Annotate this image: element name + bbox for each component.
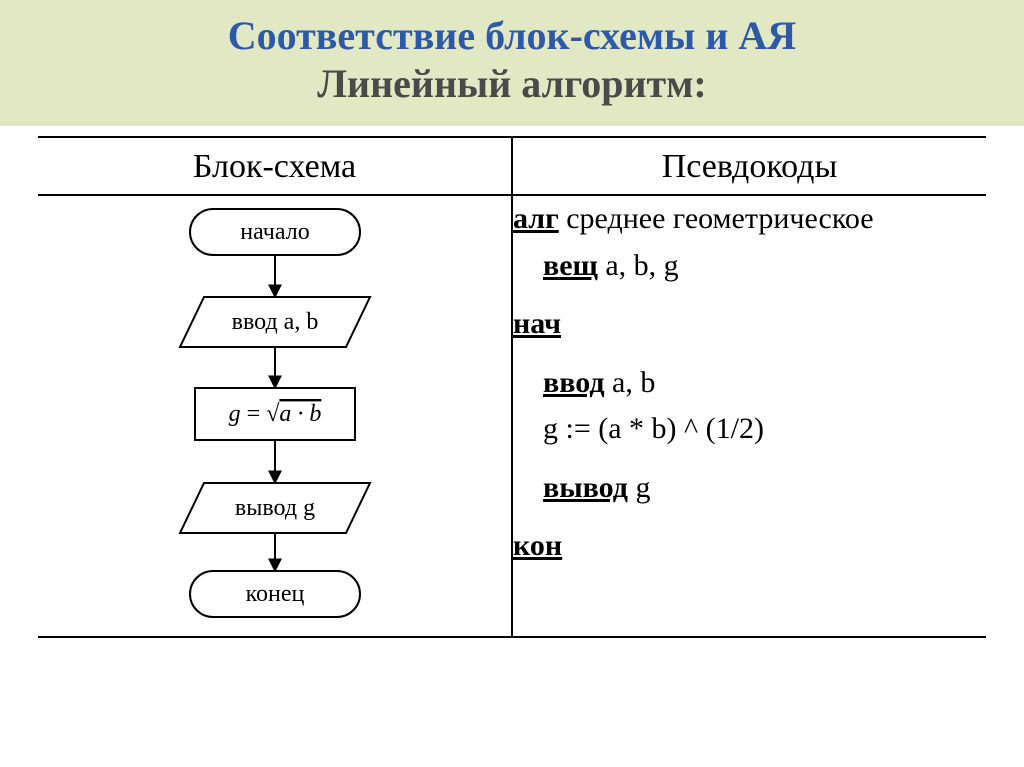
pseudocode-line: кон xyxy=(513,523,986,570)
svg-text:g = √a · b: g = √a · b xyxy=(228,401,321,427)
title-line1: Соответствие блок-схемы и АЯ xyxy=(20,12,1004,60)
pseudocode-cell: алг среднее геометрическоевещ a, b, gнач… xyxy=(512,195,986,637)
keyword: вещ xyxy=(543,249,598,282)
keyword: ввод xyxy=(543,366,605,399)
code-text: a, b, g xyxy=(598,249,679,282)
keyword: кон xyxy=(513,529,562,562)
code-text: a, b xyxy=(605,366,656,399)
pseudocode-line: алг среднее геометрическое xyxy=(513,196,986,243)
svg-text:вывод g: вывод g xyxy=(234,495,314,521)
pseudocode-line: нач xyxy=(513,301,986,348)
code-text: g xyxy=(628,471,651,504)
comparison-table: Блок-схема Псевдокоды начало ввод a, b g =… xyxy=(38,136,986,638)
code-text: среднее геометрическое xyxy=(559,202,874,235)
keyword: вывод xyxy=(543,471,628,504)
pseudocode-line: g := (a * b) ^ (1/2) xyxy=(513,406,986,453)
flowchart-diagram: начало ввод a, b g = √a · b вывод g конец xyxy=(135,196,415,636)
svg-text:конец: конец xyxy=(245,581,304,607)
flowchart-cell: начало ввод a, b g = √a · b вывод g конец xyxy=(38,195,512,637)
pseudocode-line: вещ a, b, g xyxy=(513,243,986,290)
pseudocode-line: вывод g xyxy=(513,465,986,512)
content-area: Блок-схема Псевдокоды начало ввод a, b g =… xyxy=(0,126,1024,638)
title-line2: Линейный алгоритм: xyxy=(20,60,1004,108)
table-header-pseudocode: Псевдокоды xyxy=(512,137,986,195)
pseudocode-line: ввод a, b xyxy=(513,360,986,407)
keyword: нач xyxy=(513,307,561,340)
svg-text:начало: начало xyxy=(240,219,309,245)
table-header-flowchart: Блок-схема xyxy=(38,137,512,195)
title-bar: Соответствие блок-схемы и АЯ Линейный ал… xyxy=(0,0,1024,126)
keyword: алг xyxy=(513,202,559,235)
svg-text:ввод a, b: ввод a, b xyxy=(231,309,318,335)
